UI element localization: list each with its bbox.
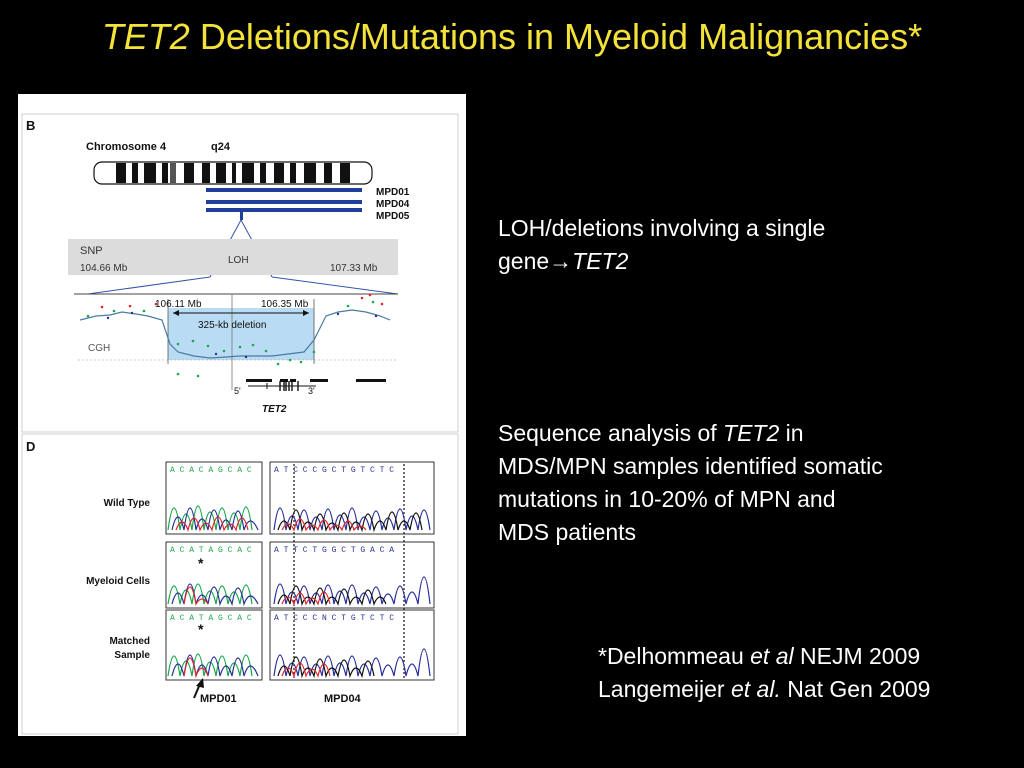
alignment-lines	[293, 464, 405, 680]
reference-1: *Delhommeau et al NEJM 2009	[598, 640, 930, 673]
ref1-prefix: *Delhommeau	[598, 643, 751, 669]
sample-label-3: MPD05	[376, 211, 410, 222]
panel-d-label: D	[26, 439, 35, 454]
panel-d-frame	[21, 433, 459, 735]
cgh-start-label: 106.11 Mb	[155, 299, 202, 310]
loh-label: LOH	[228, 255, 249, 266]
references: *Delhommeau et al NEJM 2009 Langemeijer …	[598, 640, 930, 706]
ref2-suffix: Nat Gen 2009	[780, 676, 931, 702]
seq-myeloid-right: A T T C T G G C T G A C A	[274, 546, 394, 555]
snp-start-label: 104.66 Mb	[80, 263, 128, 274]
chromatogram-traces	[167, 505, 431, 679]
three-prime-label: 3'	[308, 386, 315, 396]
title-rest: Deletions/Mutations in Myeloid Malignanc…	[189, 16, 923, 57]
sample-label-2: MPD04	[376, 199, 410, 210]
band-label: q24	[211, 141, 231, 153]
sample-right-label: MPD04	[324, 693, 362, 705]
loh-line-2: gene→TET2	[498, 245, 825, 278]
reference-2: Langemeijer et al. Nat Gen 2009	[598, 673, 930, 706]
seq-matched-right: A T C C C N C T G T C T C	[274, 614, 394, 623]
seq-gene: TET2	[723, 420, 780, 446]
sequence-bullet: Sequence analysis of TET2 in MDS/MPN sam…	[498, 417, 883, 549]
row-label-matched: Matched	[109, 636, 150, 647]
loh-gene-name: TET2	[572, 248, 629, 274]
figure-panel: B Chromosome 4 q24 MPD01 MPD04 MPD05 SNP…	[18, 94, 466, 736]
five-prime-label: 5'	[234, 386, 241, 396]
cgh-label: CGH	[88, 343, 110, 354]
snp-band	[68, 239, 398, 275]
chromatogram-boxes	[165, 461, 435, 681]
cgh-plot	[74, 293, 398, 391]
deletion-label: 325-kb deletion	[198, 320, 266, 331]
row-label-sample: Sample	[114, 650, 150, 661]
seq-myeloid-left: A C A T A G C A C	[170, 546, 252, 555]
arrow-icon	[193, 678, 204, 699]
sample-left-label: MPD01	[200, 693, 237, 705]
snp-label: SNP	[80, 245, 103, 257]
loh-gene-prefix: gene	[498, 248, 550, 274]
seq-wt-left: A C A C A G C A C	[170, 466, 252, 475]
row-label-wild-type: Wild Type	[104, 498, 151, 509]
mutation-marker-2: *	[198, 621, 204, 637]
snp-end-label: 107.33 Mb	[330, 263, 378, 274]
zoom-lines-cgh	[87, 276, 399, 295]
seq-line-1: Sequence analysis of TET2 in	[498, 417, 883, 450]
panel-b-label: B	[26, 118, 35, 133]
loh-line-1: LOH/deletions involving a single	[498, 215, 826, 241]
seq-suffix: in	[779, 420, 804, 446]
chromosome-ideogram	[93, 161, 373, 185]
ref2-etal: et al.	[730, 676, 781, 702]
sample-label-1: MPD01	[376, 187, 410, 198]
right-arrow-icon: →	[549, 248, 573, 274]
ref1-suffix: NEJM 2009	[793, 643, 921, 669]
seq-line-3: mutations in 10-20% of MPN and	[498, 486, 836, 512]
mpd-bars	[206, 188, 362, 220]
row-label-myeloid-cells: Myeloid Cells	[86, 576, 150, 587]
title-gene: TET2	[101, 16, 190, 57]
ref1-etal: et al	[750, 643, 794, 669]
cgh-end-label: 106.35 Mb	[261, 299, 309, 310]
chromosome-label: Chromosome 4	[86, 141, 167, 153]
seq-matched-left: A C A T A G C A C	[170, 614, 252, 623]
slide-title: TET2 Deletions/Mutations in Myeloid Mali…	[0, 16, 1024, 58]
tet2-gene-label: TET2	[262, 404, 287, 415]
seq-line-2: MDS/MPN samples identified somatic	[498, 453, 883, 479]
seq-prefix: Sequence analysis of	[498, 420, 724, 446]
seq-wt-right: A T C C C G C T G T C T C	[274, 466, 394, 475]
mutation-marker-1: *	[198, 555, 204, 571]
loh-bullet: LOH/deletions involving a single gene→TE…	[498, 212, 825, 278]
ref2-prefix: Langemeijer	[598, 676, 731, 702]
seq-line-4: MDS patients	[498, 519, 637, 545]
